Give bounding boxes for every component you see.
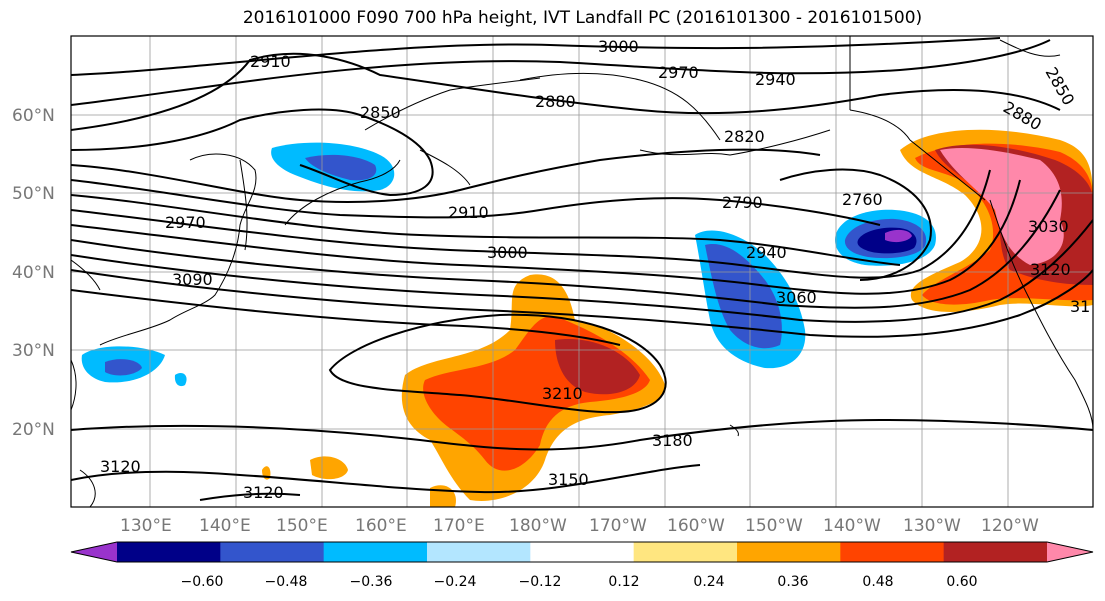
colorbar-extend-low: [71, 542, 117, 562]
contour-label: 3120: [100, 457, 141, 476]
contour-label: 2790: [722, 193, 763, 212]
lon-label: 150°W: [745, 516, 803, 536]
colorbar-tick: 0.60: [946, 574, 977, 590]
contour-label: 3060: [776, 288, 817, 307]
contour-label: 31: [1070, 297, 1090, 316]
contour-label: 2970: [658, 63, 699, 82]
lon-label: 180°W: [509, 516, 567, 536]
lat-label: 60°N: [12, 106, 55, 126]
contour-label: 2940: [755, 70, 796, 89]
colorbar-segment: [427, 542, 531, 562]
colorbar-tick: −0.24: [434, 574, 477, 590]
contour-label: 2880: [535, 92, 576, 111]
lat-label: 20°N: [12, 420, 55, 440]
lon-label: 130°E: [120, 516, 172, 536]
contour-label: 3150: [548, 470, 589, 489]
colorbar-tick: 0.48: [862, 574, 893, 590]
lon-label: 130°W: [903, 516, 961, 536]
contour-label: 3210: [542, 384, 583, 403]
contour-label: 3030: [1028, 217, 1069, 236]
map-title: 2016101000 F090 700 hPa height, IVT Land…: [242, 8, 923, 28]
contour-label: 3000: [487, 243, 528, 262]
colorbar-segment: [943, 542, 1048, 562]
colorbar-tick: −0.12: [519, 574, 562, 590]
contour-label: 2850: [360, 103, 401, 122]
colorbar-tick: 0.24: [693, 574, 724, 590]
lon-label: 140°W: [823, 516, 881, 536]
lon-label: 170°W: [589, 516, 647, 536]
lon-label: 160°W: [667, 516, 725, 536]
colorbar-tick: 0.12: [608, 574, 639, 590]
lon-label: 160°E: [355, 516, 407, 536]
contour-label: 2970: [165, 213, 206, 232]
contour-label: 2910: [250, 52, 291, 71]
colorbar-tick: −0.48: [265, 574, 308, 590]
lon-label: 120°W: [981, 516, 1039, 536]
contour-label: 3180: [652, 431, 693, 450]
colorbar-segment: [737, 542, 841, 562]
contour-label: 2820: [724, 127, 765, 146]
map-frame: [70, 35, 1094, 508]
colorbar-outline: [70, 541, 1094, 563]
lon-label: 150°E: [276, 516, 328, 536]
contour-labels: 2910 3000 2970 2940 2850 2880 2820 2850 …: [100, 37, 1090, 502]
colorbar-tick: 0.36: [777, 574, 808, 590]
latitude-labels: 60°N 50°N 40°N 30°N 20°N: [12, 106, 55, 440]
lon-label: 170°E: [433, 516, 485, 536]
colorbar-segment: [530, 542, 635, 562]
contour-label: 3120: [1030, 260, 1071, 279]
colorbar-tick: −0.36: [350, 574, 393, 590]
longitude-labels: 130°E 140°E 150°E 160°E 170°E 180°W 170°…: [120, 516, 1039, 536]
contour-label: 2940: [746, 243, 787, 262]
colorbar: [70, 541, 1094, 563]
colorbar-tick: −0.60: [181, 574, 224, 590]
lon-label: 140°E: [199, 516, 251, 536]
lat-label: 30°N: [12, 341, 55, 361]
colorbar-segment: [117, 542, 221, 562]
lat-label: 40°N: [12, 263, 55, 283]
colorbar-extend-high: [1047, 542, 1093, 562]
colorbar-segment: [633, 542, 738, 562]
contour-label: 2760: [842, 190, 883, 209]
colorbar-segment: [220, 542, 325, 562]
coastlines: [71, 36, 1093, 507]
contour-label: 3090: [172, 270, 213, 289]
graticule: [71, 36, 1093, 507]
contour-label: 3120: [243, 483, 284, 502]
contour-label: 3000: [598, 37, 639, 56]
colorbar-ticks: −0.60 −0.48 −0.36 −0.24 −0.12 0.12 0.24 …: [181, 574, 978, 590]
height-contours: [71, 37, 1093, 501]
colorbar-segment: [323, 542, 428, 562]
contour-label: 2910: [448, 203, 489, 222]
colorbar-segment: [840, 542, 945, 562]
lat-label: 50°N: [12, 184, 55, 204]
